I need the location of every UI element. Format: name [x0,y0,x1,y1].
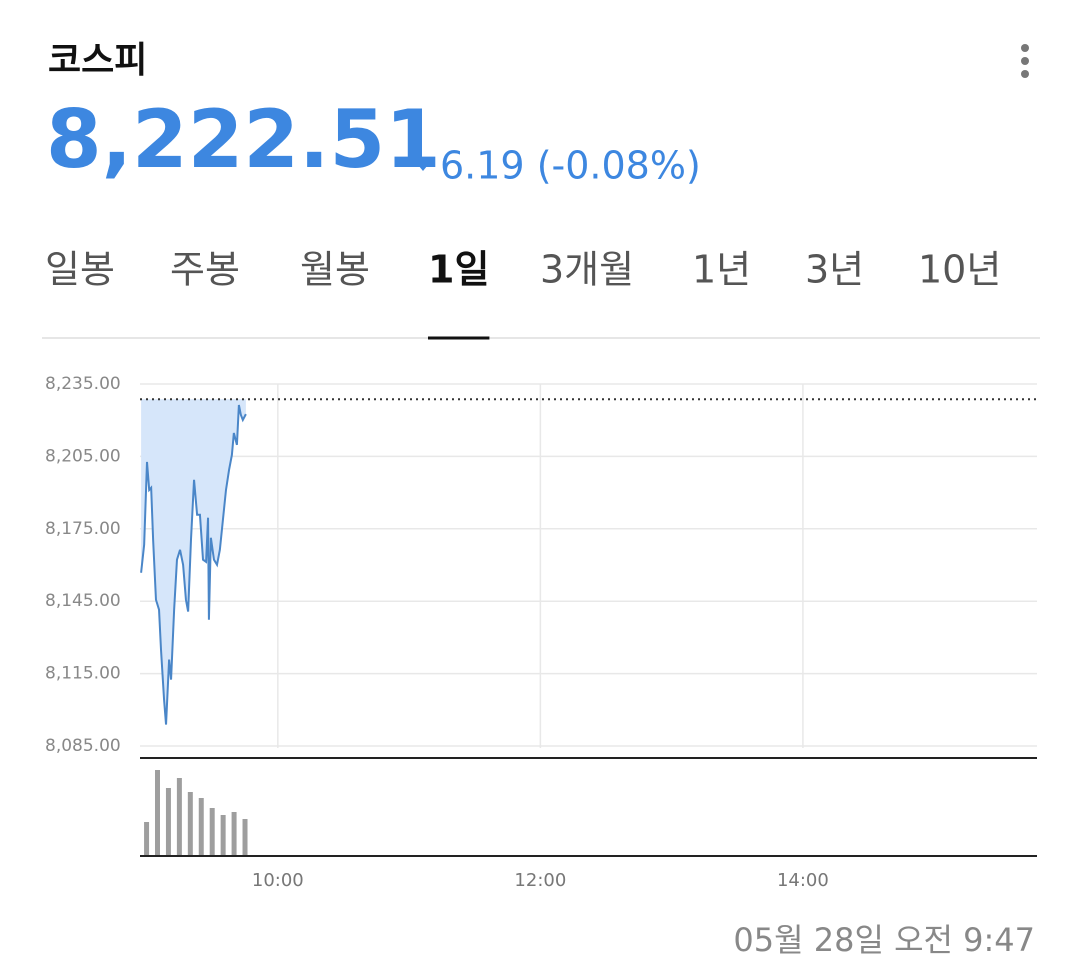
tab[interactable]: 10년 [918,248,1001,292]
tab[interactable]: 3년 [805,248,864,292]
volume-bar [176,778,182,856]
area [141,399,246,725]
title: 코스피 [48,40,147,81]
tab[interactable]: 1일 [428,248,489,292]
timestamp: 05월 28일 오전 9:47 [733,921,1035,959]
volume-bar [220,815,226,856]
x-tick-label: 14:00 [777,870,829,891]
tab[interactable]: 1년 [692,248,751,292]
volume-bar [165,788,171,856]
volume-bar [187,792,193,856]
menu-dot[interactable] [1021,57,1029,65]
volume-bar [198,798,204,856]
volume-bar [231,812,237,856]
volume-bar [155,770,161,856]
down-arrow [414,160,432,171]
volume-bar [209,808,215,856]
x-tick-label: 12:00 [514,870,566,891]
line [140,404,247,725]
change: 6.19 (-0.08%) [440,144,701,188]
y-tick-label: 8,175.00 [45,519,121,539]
tab[interactable]: 3개월 [540,248,634,292]
y-tick-label: 8,115.00 [45,664,121,684]
y-tick-label: 8,235.00 [45,374,121,394]
y-tick-label: 8,085.00 [45,736,121,756]
y-tick-label: 8,145.00 [45,591,121,611]
volume-bar [242,819,248,856]
tab[interactable]: 월봉 [300,248,370,292]
tab[interactable]: 일봉 [45,248,115,292]
y-tick-label: 8,205.00 [45,446,121,466]
menu-dot[interactable] [1021,70,1029,78]
volume-bar [144,822,150,856]
x-tick-label: 10:00 [252,870,304,891]
menu-dot[interactable] [1021,44,1029,52]
tab[interactable]: 주봉 [170,248,240,292]
price: 8,222.51 [46,93,441,186]
